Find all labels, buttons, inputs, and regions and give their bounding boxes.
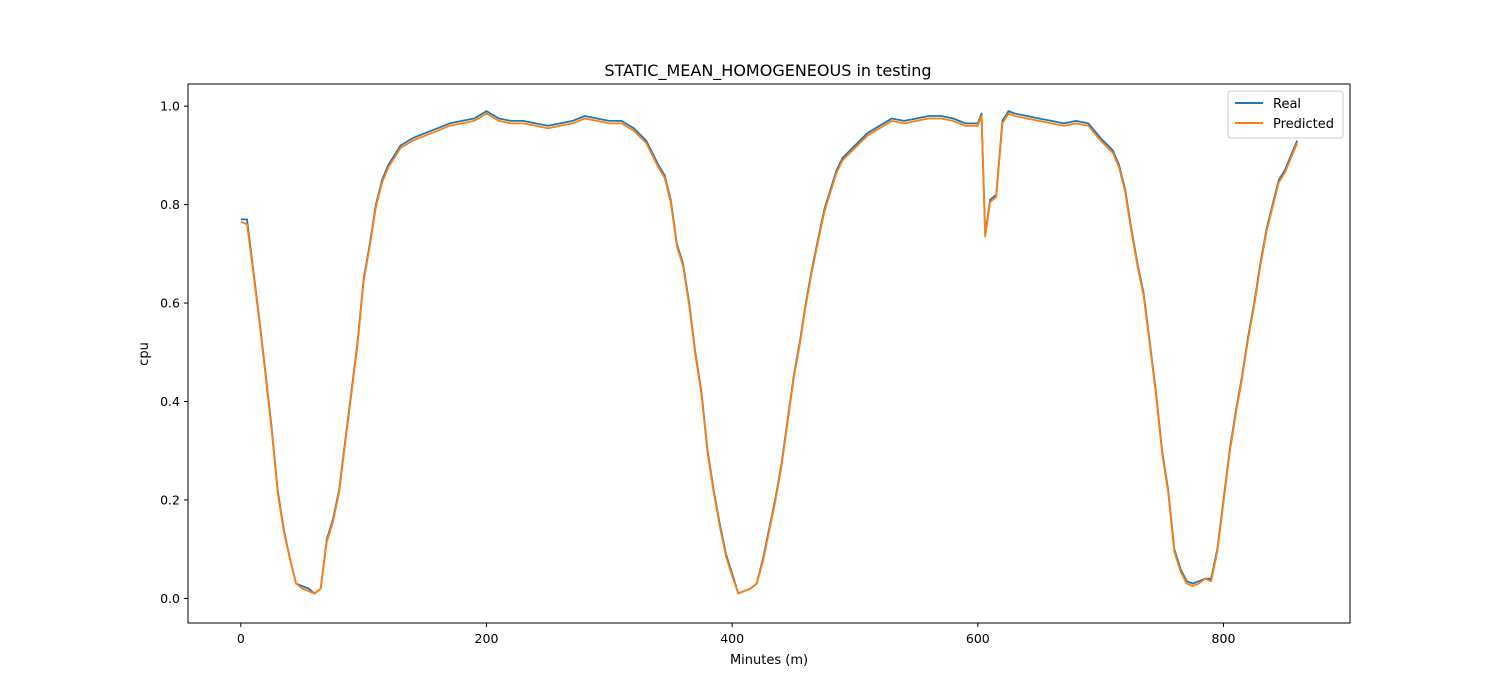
legend-label-predicted: Predicted [1273,117,1334,132]
y-tick-label: 0.0 [160,591,180,606]
x-tick-label: 400 [720,631,744,646]
series-line-predicted [240,112,1299,595]
y-tick-label: 0.8 [160,197,180,212]
x-tick-label: 200 [475,631,499,646]
y-tick-label: 0.4 [160,394,180,409]
y-tick-label: 0.6 [160,296,180,311]
chart-title: STATIC_MEAN_HOMOGENEOUS in testing [604,61,931,81]
series-lines [240,110,1299,595]
legend: Real Predicted [1227,90,1344,139]
x-axis-ticks: 0 200 400 600 800 [237,623,1236,646]
y-axis-ticks: 0.0 0.2 0.4 0.6 0.8 1.0 [160,99,188,606]
y-axis-label: cpu [137,342,152,366]
legend-label-real: Real [1273,97,1301,112]
y-tick-label: 1.0 [160,99,180,114]
x-tick-label: 800 [1212,631,1236,646]
x-axis-label: Minutes (m) [730,653,808,668]
x-tick-label: 600 [966,631,990,646]
plot-frame [187,83,1351,624]
y-tick-label: 0.2 [160,492,180,507]
x-tick-label: 0 [237,631,245,646]
